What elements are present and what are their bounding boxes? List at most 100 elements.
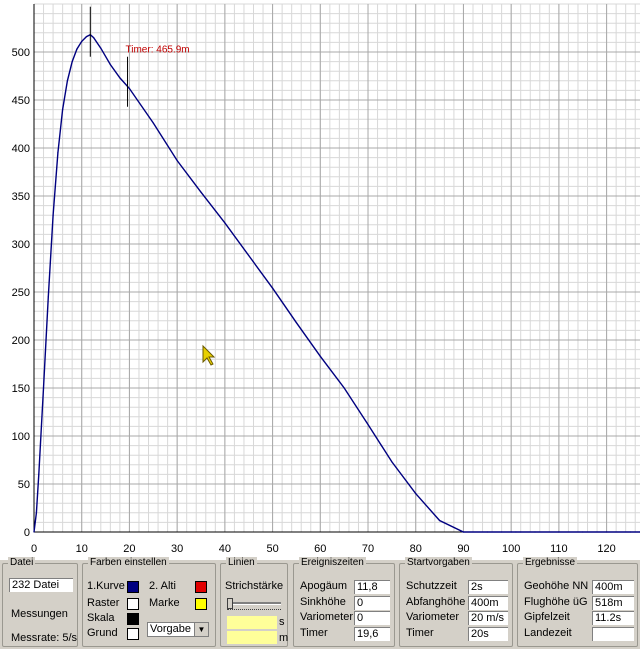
y-tick-label: 300 [12,239,30,251]
x-tick-label: 40 [219,543,231,555]
data-point [200,191,202,193]
data-point [415,493,417,495]
linien-panel-title: Linien [226,557,257,568]
ereignis-label: Sinkhöhe [300,595,346,608]
marke-color-swatch[interactable] [195,598,207,610]
y-tick-label: 400 [12,143,30,155]
ergebnis-value-field[interactable]: 400m [592,580,634,594]
data-point [343,387,345,389]
data-point [66,80,69,82]
data-point [510,531,512,533]
data-point [128,87,131,90]
ergebnis-value-field[interactable]: 11.2s [592,611,634,625]
slider-thumb[interactable] [227,598,233,609]
data-point [438,519,441,522]
alti-label: 2. Alti [149,580,176,592]
ereigniszeiten-panel-title: Ereigniszeiten [299,557,366,568]
start-value-field[interactable]: 400m [468,595,508,610]
start-value-field[interactable]: 2s [468,580,508,594]
start-value-field[interactable]: 20 m/s [468,611,508,625]
start-label: Timer [406,626,434,639]
unit-s-label: s [279,616,285,628]
data-point [33,531,35,533]
data-point [62,109,64,111]
data-point [295,322,298,324]
y-tick-label: 350 [12,191,30,203]
data-point [501,531,503,533]
mouse-pointer-icon [202,344,216,366]
data-point [76,48,78,50]
chevron-down-icon[interactable]: ▼ [194,623,208,636]
grund-label: Grund [87,627,118,639]
ereignis-value-field[interactable]: 19,6 [354,626,390,641]
data-point [248,254,250,257]
ergebnis-label: Flughöhe üG [524,595,588,608]
chart-area[interactable]: 0 10 20 30 40 50 60 70 80 90 100 110 120 0 50 100 150 200… [0,0,640,560]
ereignis-label: Timer [300,626,328,639]
x-tick-label: 30 [171,543,183,555]
ergebnis-label: Gipfelzeit [524,611,570,623]
data-point [319,355,321,357]
ergebnisse-panel: Ergebnisse Geohöhe NN 400m Flughöhe üG 518m… [517,557,638,647]
timer-seconds-box [227,616,277,629]
vorgabe-select[interactable]: Vorgabe ▼ [147,622,209,637]
linien-panel: Linien Strichstärke s m [220,557,289,647]
skala-label: Skala [87,612,115,624]
data-point [42,387,45,389]
marke-label: Marke [149,597,180,609]
grund-color-swatch[interactable] [127,628,139,640]
ereignis-value-field[interactable]: 11,8 [354,580,390,594]
ergebnis-label: Geohöhe NN [524,580,589,592]
messrate-label: Messrate: 5/s [11,632,78,644]
ergebnis-value-field[interactable]: 518m [592,595,634,610]
start-value-field[interactable]: 20s [468,626,508,641]
data-point [52,214,54,216]
unit-m-label: m [279,632,289,644]
y-tick-label: 450 [12,95,30,107]
data-point [109,63,111,66]
altitude-series-line [33,33,640,533]
data-point [367,423,369,426]
datei-panel: Datei 232 Datei Messungen Messrate: 5/s [2,557,78,647]
y-tick-label: 500 [12,47,30,59]
data-point [515,531,517,533]
y-tick-label: 0 [24,527,30,539]
farben-panel-title: Farben einstellen [88,557,169,568]
data-point [629,531,632,533]
ereignis-label: Apogäum [300,580,348,592]
messungen-label[interactable]: Messungen [11,608,68,620]
raster-color-swatch[interactable] [127,598,139,610]
x-tick-label: 110 [550,543,568,555]
strichstaerke-slider[interactable] [227,598,281,610]
marker-label: Timer: 465.9m [126,45,190,56]
ereignis-value-field[interactable]: 0 [354,611,390,625]
ergebnis-value-field[interactable] [592,626,634,641]
startvorgaben-panel: Startvorgaben Schutzzeit 2s Abfanghöhe 400m… [399,557,513,647]
x-tick-label: 50 [266,543,278,555]
x-tick-label: 60 [314,543,326,555]
file-field[interactable]: 232 Datei [9,578,73,592]
ereignis-label: Variometer [300,611,353,623]
ergebnisse-panel-title: Ergebnisse [523,557,578,568]
timer-meters-box [227,631,277,644]
data-point [152,122,154,124]
data-point [534,531,536,533]
start-label: Schutzzeit [406,580,457,592]
ereignis-value-field[interactable]: 0 [354,595,390,610]
alti-color-swatch[interactable] [195,581,207,593]
skala-color-swatch[interactable] [127,613,139,625]
data-point [558,531,560,533]
y-tick-label: 150 [12,383,30,395]
x-tick-label: 0 [31,543,37,555]
data-point [582,531,584,533]
start-label: Variometer [406,611,459,623]
raster-label: Raster [87,597,120,609]
start-label: Abfanghöhe [406,595,466,608]
x-tick-label: 70 [362,543,374,555]
datei-panel-title: Datei [8,557,36,568]
ereigniszeiten-panel: Ereigniszeiten Apogäum 11,8 Sinkhöhe 0 Vario… [293,557,395,647]
altitude-chart[interactable]: 0 10 20 30 40 50 60 70 80 90 100 110 120 0 50 100 150 200… [0,0,640,560]
x-tick-label: 20 [123,543,135,555]
ergebnis-label: Landezeit [524,626,572,639]
kurve-color-swatch[interactable] [127,581,139,593]
